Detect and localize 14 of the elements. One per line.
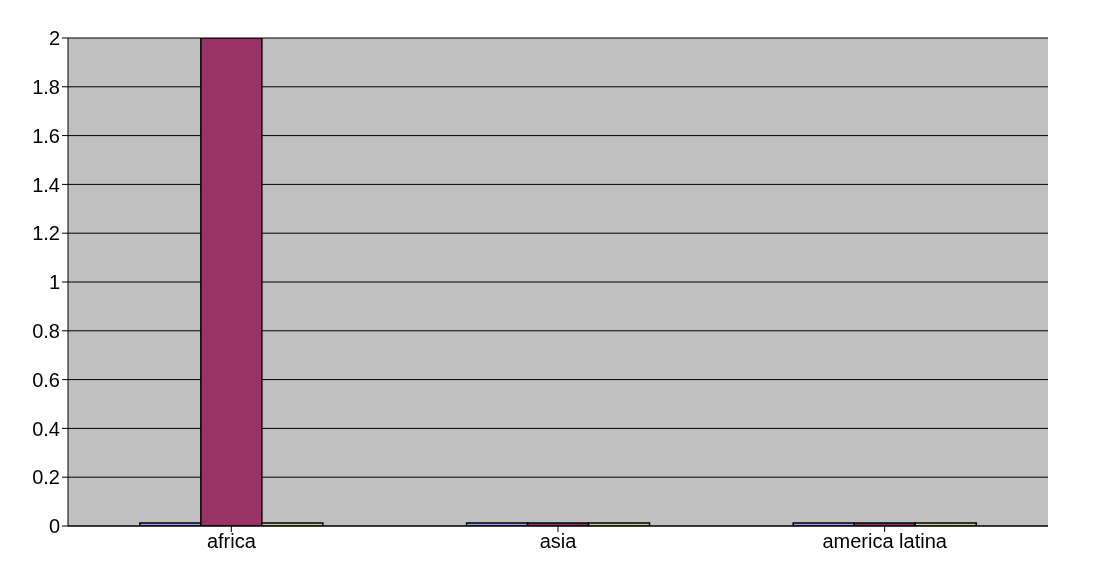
y-tick-label: 1: [48, 271, 60, 294]
y-tick-label: 0.4: [32, 417, 60, 440]
y-tick-label: 0.6: [32, 368, 60, 391]
y-tick-label: 1.8: [32, 75, 60, 98]
y-tick-label: 1.2: [32, 222, 60, 245]
x-tick-label: africa: [206, 530, 257, 553]
x-tick-label: america latina: [822, 530, 948, 553]
y-tick-label: 0.2: [32, 466, 60, 489]
y-tick-label: 2: [48, 27, 60, 50]
y-tick-label: 1.4: [32, 173, 60, 196]
x-tick-label: asia: [539, 530, 578, 553]
y-tick-label: 0: [48, 515, 60, 538]
y-tick-label: 0.8: [32, 319, 60, 342]
y-tick-label: 1.6: [32, 124, 60, 147]
